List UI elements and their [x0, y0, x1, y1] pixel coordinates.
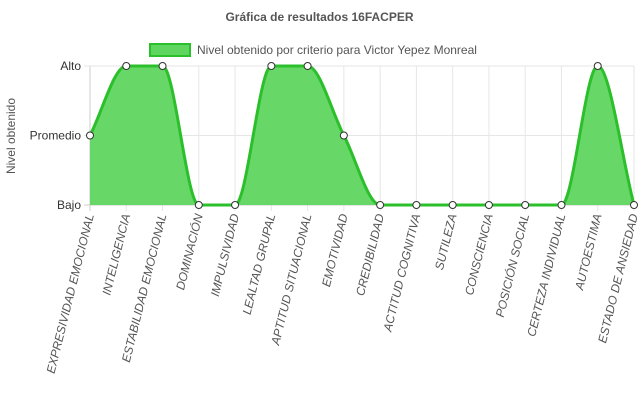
x-tick-label: IMPULSIVIDAD [208, 212, 242, 298]
data-point[interactable] [593, 62, 602, 70]
x-axis-ticks: EXPRESIVIDAD EMOCIONAL INTELIGENCIAESTABI… [44, 212, 639, 375]
data-point[interactable] [376, 201, 385, 209]
x-tick-label: EXPRESIVIDAD EMOCIONAL [44, 212, 97, 375]
data-point[interactable] [267, 62, 276, 70]
y-axis-title: Nivel obtenido [4, 98, 18, 174]
x-tick-label: ACTITUD COGNITIVA [380, 212, 423, 333]
x-tick-label: CONSCIENCIA [462, 212, 496, 296]
data-point[interactable] [194, 201, 203, 209]
data-point[interactable] [122, 62, 131, 70]
x-tick-label: EMOTIVIDAD [319, 212, 351, 288]
chart-title: Gráfica de resultados 16FACPER [225, 10, 413, 24]
data-point[interactable] [339, 131, 348, 140]
data-point[interactable] [158, 62, 167, 70]
data-point[interactable] [86, 131, 94, 140]
data-point[interactable] [521, 201, 530, 209]
y-tick-label: Alto [60, 59, 81, 73]
x-tick-label: SUTILEZA [432, 212, 459, 271]
x-tick-label: INTELIGENCIA [99, 212, 133, 296]
legend-label: Nivel obtenido por criterio para Victor … [197, 43, 477, 57]
data-point[interactable] [412, 201, 421, 209]
x-tick-label: APTITUD SITUACIONAL [268, 212, 314, 347]
legend[interactable]: Nivel obtenido por criterio para Victor … [149, 43, 477, 57]
data-point[interactable] [630, 201, 638, 209]
x-tick-label: LEALTAD GRUPAL [240, 212, 279, 316]
data-point[interactable] [448, 201, 457, 209]
y-axis-ticks: Bajo Promedio Alto [30, 59, 82, 212]
x-tick-label: CREDIBILIDAD [353, 212, 387, 297]
data-point[interactable] [484, 201, 493, 209]
legend-swatch [149, 43, 191, 57]
series-area-fill [90, 66, 634, 205]
x-tick-label: AUTOESTIMA [572, 212, 605, 292]
data-point[interactable] [557, 201, 566, 209]
y-tick-label: Promedio [30, 129, 82, 143]
y-tick-label: Bajo [57, 198, 81, 212]
x-tick-label: DOMINACIÓN [172, 212, 206, 292]
x-tick-label: ESTADO DE ANSIEDAD [595, 212, 639, 344]
data-point[interactable] [231, 201, 240, 209]
x-tick-label: CERTEZA INDIVIDUAL [524, 212, 568, 338]
series-points [86, 62, 638, 209]
data-point[interactable] [303, 62, 312, 70]
x-tick-label: POSICIÓN SOCIAL [492, 212, 532, 319]
